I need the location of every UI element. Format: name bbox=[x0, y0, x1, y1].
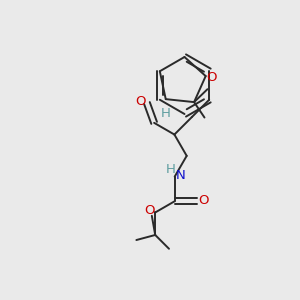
Text: H: H bbox=[166, 163, 176, 176]
Text: O: O bbox=[198, 194, 208, 207]
Text: O: O bbox=[135, 95, 146, 108]
Text: O: O bbox=[206, 71, 216, 84]
Text: N: N bbox=[176, 169, 186, 182]
Text: H: H bbox=[161, 106, 171, 120]
Text: O: O bbox=[144, 205, 154, 218]
